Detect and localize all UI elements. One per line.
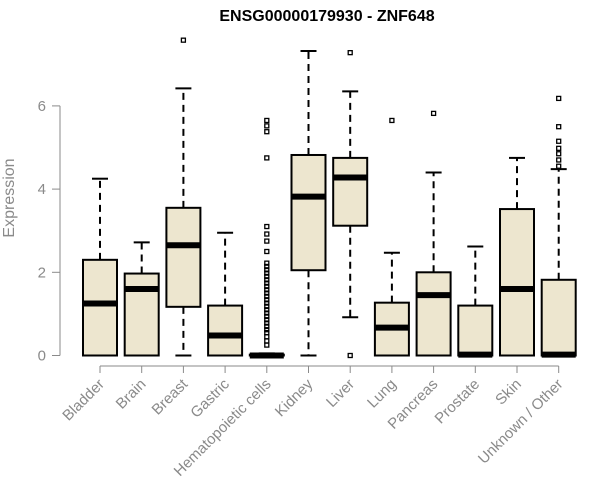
box-group-kidney [290, 49, 327, 357]
outlier-point [264, 123, 270, 129]
outlier-point [556, 151, 562, 157]
box [123, 272, 160, 357]
outlier-point [264, 317, 270, 323]
outlier-point [264, 313, 270, 320]
outlier-point [264, 323, 270, 330]
outlier-point [180, 37, 187, 43]
x-tick-label: Lung [364, 376, 400, 412]
x-tick-label: Prostate [432, 376, 484, 428]
box [207, 304, 244, 357]
outlier-point [264, 320, 270, 326]
box [415, 271, 452, 357]
outlier-point [264, 297, 270, 303]
outlier-point [264, 155, 270, 161]
outlier-point [264, 310, 270, 316]
outlier-point [264, 300, 270, 306]
outlier-point [430, 110, 437, 117]
outlier-point [264, 338, 270, 344]
outlier-point [264, 283, 270, 290]
outlier-point [264, 277, 270, 283]
outlier-point [556, 163, 562, 169]
outlier-point [264, 248, 270, 255]
x-tick-label: Skin [492, 376, 525, 409]
x-tick-label: Brain [113, 376, 150, 413]
y-tick-label: 2 [38, 264, 46, 281]
box-group-brain [123, 241, 160, 357]
box-group-lung [373, 117, 410, 357]
outlier-point [264, 334, 270, 340]
x-tick-label: Kidney [272, 375, 317, 420]
x-tick-label: Bladder [59, 376, 108, 425]
outlier-point [264, 287, 270, 293]
outlier-point [264, 280, 270, 286]
outlier-point [264, 129, 270, 135]
box-group-gastric [207, 231, 244, 357]
box-group-bladder [82, 177, 118, 357]
boxes [82, 37, 577, 359]
outlier-point [264, 270, 270, 276]
y-tick-label: 6 [38, 98, 46, 115]
outlier-point [264, 273, 270, 280]
outlier-point [264, 238, 270, 244]
outlier-point [556, 138, 562, 144]
outlier-point [389, 117, 395, 124]
x-tick-label: Breast [149, 375, 192, 418]
x-tick-label: Liver [323, 376, 358, 411]
box [499, 208, 535, 357]
outlier-point [264, 303, 270, 310]
y-tick-label: 4 [38, 181, 46, 198]
outlier-point [556, 145, 562, 151]
box [82, 258, 118, 357]
outlier-point [264, 342, 270, 348]
outlier-point [264, 260, 270, 266]
outlier-point [264, 293, 270, 300]
outlier-point [264, 231, 270, 237]
box-group-skin [499, 156, 535, 357]
outlier-point [264, 223, 270, 230]
box-group-liver [332, 50, 369, 359]
outlier-point [556, 95, 562, 102]
box [290, 153, 327, 272]
outlier-point [264, 329, 270, 336]
outlier-point [264, 267, 270, 273]
outlier-point [264, 307, 270, 313]
outlier-point [347, 50, 353, 56]
box-group-prostate [457, 245, 494, 358]
box-group-unknown-other [540, 95, 577, 358]
y-tick-label: 0 [38, 348, 46, 365]
outlier-point [347, 352, 353, 359]
outlier-point [264, 117, 270, 124]
y-axis-title: Expression [1, 158, 18, 237]
outlier-point [264, 327, 270, 333]
box-group-hematopoietic-cells [248, 117, 285, 359]
box [165, 206, 202, 308]
outlier-point [264, 263, 270, 270]
box-group-breast [165, 37, 202, 357]
outlier-point [556, 157, 562, 163]
outlier-point [264, 290, 270, 296]
box [457, 304, 494, 357]
box [540, 278, 577, 357]
box [332, 156, 369, 227]
outlier-point [556, 124, 562, 130]
box-group-pancreas [415, 110, 452, 357]
chart-title: ENSG00000179930 - ZNF648 [219, 8, 434, 25]
